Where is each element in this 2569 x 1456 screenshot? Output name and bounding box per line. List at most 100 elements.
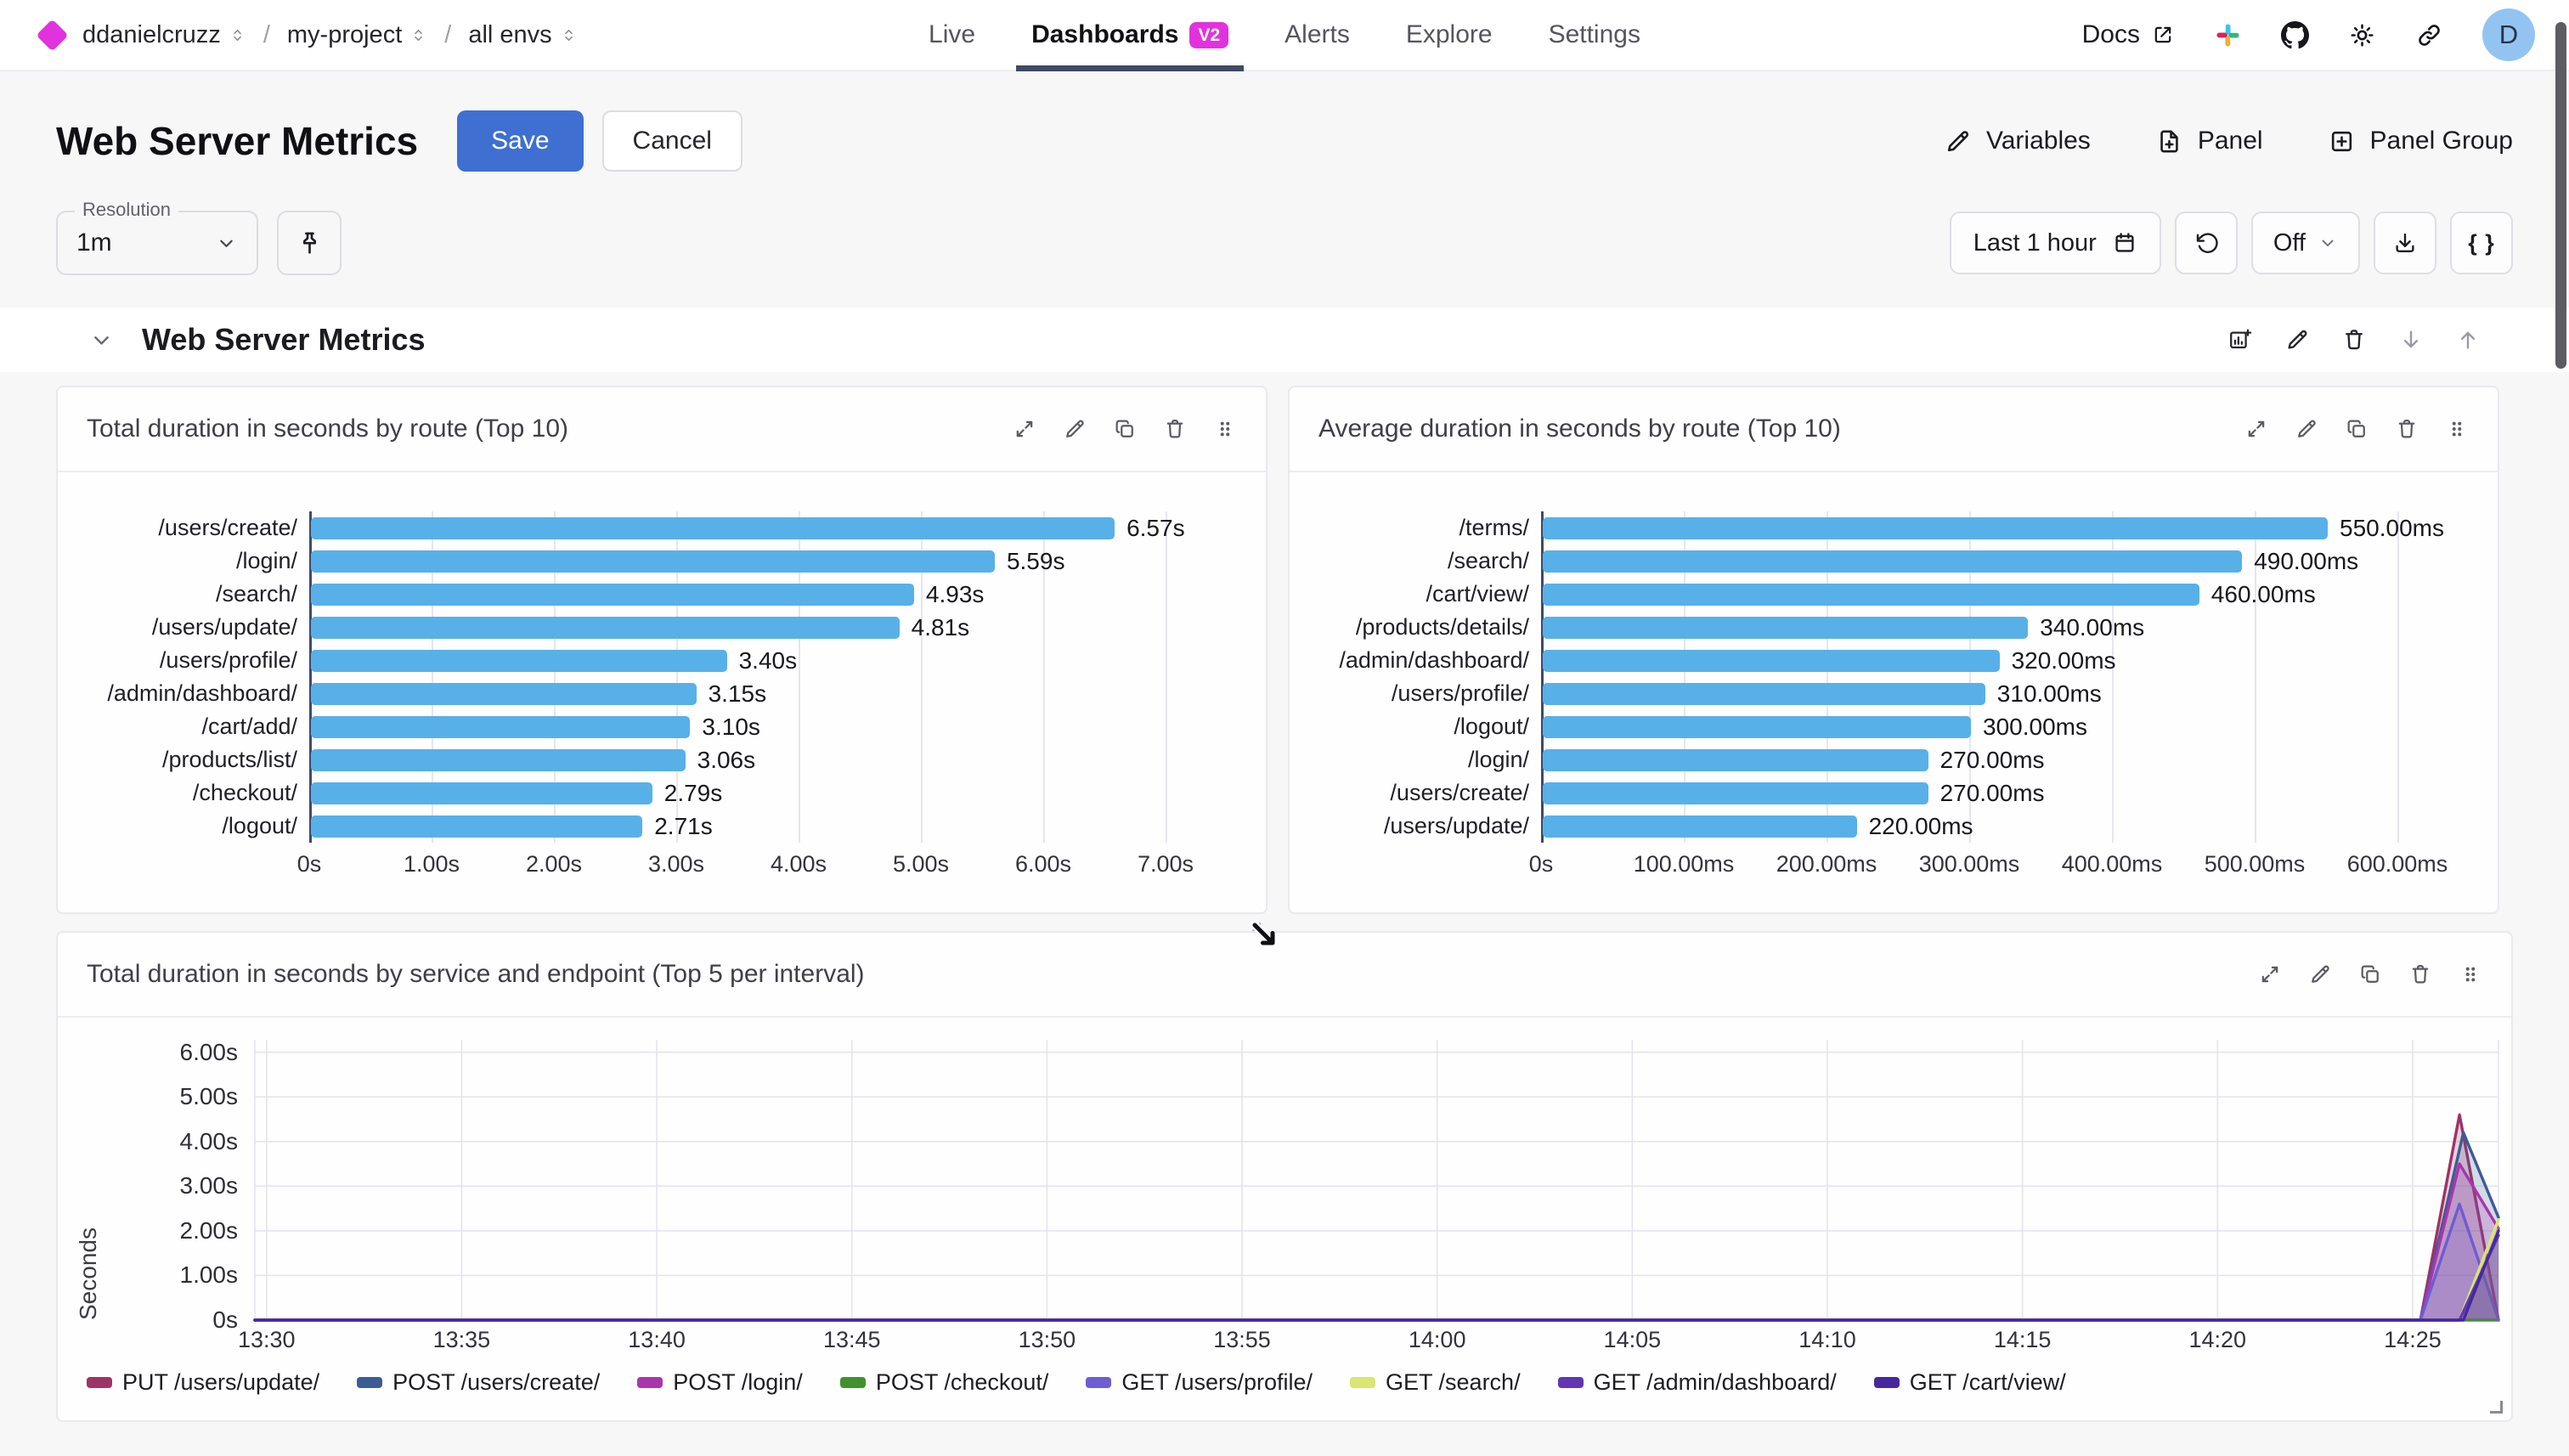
env-switcher[interactable]: all envs [468, 21, 577, 49]
edit-icon[interactable] [2284, 327, 2310, 353]
tab-dashboards[interactable]: Dashboards V2 [1016, 0, 1245, 71]
x-tick-label: 13:35 [432, 1327, 491, 1352]
delete-icon[interactable] [2341, 327, 2367, 353]
legend-item[interactable]: POST /checkout/ [839, 1369, 1048, 1396]
pin-button[interactable] [277, 211, 342, 275]
github-icon[interactable] [2281, 20, 2309, 49]
bar-row: /users/update/4.81s [152, 611, 1166, 644]
bar-plot-area: /terms/550.00ms/search/490.00ms/cart/vie… [1339, 511, 2444, 843]
panel-group-label: Panel Group [2369, 127, 2513, 155]
bar[interactable] [1543, 815, 1857, 838]
legend-item[interactable]: POST /login/ [637, 1369, 803, 1396]
add-panel-group-button[interactable]: Panel Group [2328, 127, 2513, 155]
bar[interactable] [311, 584, 914, 606]
value-label: 310.00ms [1996, 680, 2102, 707]
bar[interactable] [1543, 550, 2243, 573]
tab-live[interactable]: Live [929, 20, 976, 48]
bar[interactable] [1543, 683, 1985, 705]
bar[interactable] [311, 517, 1115, 539]
tab-explore[interactable]: Explore [1405, 20, 1493, 48]
bar[interactable] [1543, 617, 2029, 639]
legend-item[interactable]: GET /admin/dashboard/ [1557, 1369, 1837, 1396]
bar-row: /admin/dashboard/3.15s [107, 677, 1166, 710]
bar[interactable] [311, 683, 697, 705]
cancel-button[interactable]: Cancel [601, 110, 742, 172]
delete-icon[interactable] [1163, 417, 1187, 441]
delete-icon[interactable] [2395, 417, 2419, 441]
bar-plot-area: /users/create/6.57s/login/5.59s/search/4… [107, 511, 1185, 843]
legend-item[interactable]: PUT /users/update/ [87, 1369, 319, 1396]
edit-icon[interactable] [2308, 962, 2332, 986]
timeseries-svg[interactable] [253, 1040, 2500, 1322]
edit-icon[interactable] [2295, 417, 2318, 441]
user-avatar[interactable]: D [2482, 8, 2535, 61]
expand-icon[interactable] [2244, 417, 2268, 441]
drag-handle-icon[interactable] [2459, 962, 2482, 986]
auto-refresh-select[interactable]: Off [2250, 212, 2360, 274]
tab-settings[interactable]: Settings [1548, 20, 1640, 48]
bar[interactable] [1543, 782, 1928, 804]
delete-icon[interactable] [2408, 962, 2432, 986]
panel-resize-handle[interactable] [2490, 1401, 2503, 1414]
time-range-button[interactable]: Last 1 hour [1949, 212, 2161, 274]
save-button[interactable]: Save [457, 110, 584, 172]
legend-item[interactable]: POST /users/create/ [357, 1369, 600, 1396]
move-down-icon[interactable] [2398, 327, 2424, 353]
x-tick-label: 0s [1528, 851, 1554, 877]
bar[interactable] [311, 782, 652, 804]
legend-item[interactable]: GET /cart/view/ [1873, 1369, 2066, 1396]
variables-button[interactable]: Variables [1944, 127, 2091, 155]
move-up-icon[interactable] [2455, 327, 2481, 353]
org-switcher[interactable]: ddanielcruzz [82, 21, 246, 49]
slack-icon[interactable] [2214, 21, 2242, 49]
bar[interactable] [1543, 749, 1928, 771]
bar-row: /checkout/2.79s [193, 776, 1166, 810]
json-view-button[interactable]: { } [2450, 212, 2513, 274]
legend-item[interactable]: GET /users/profile/ [1086, 1369, 1313, 1396]
bar[interactable] [311, 617, 900, 639]
bar[interactable] [311, 815, 643, 838]
project-switcher[interactable]: my-project [287, 21, 427, 49]
tab-alerts[interactable]: Alerts [1284, 20, 1350, 48]
gridline [2397, 511, 2399, 843]
bar[interactable] [311, 650, 727, 672]
x-tick-label: 13:50 [1018, 1327, 1076, 1352]
bar[interactable] [311, 716, 691, 738]
share-link-icon[interactable] [2415, 21, 2443, 49]
add-chart-icon[interactable] [2227, 327, 2253, 353]
x-tick-label: 600.00ms [2346, 851, 2448, 877]
resolution-select[interactable]: Resolution 1m [56, 199, 258, 275]
edit-icon[interactable] [1063, 417, 1087, 441]
drag-handle-icon[interactable] [1213, 417, 1237, 441]
x-tick-label: 7.00s [1137, 851, 1194, 877]
v2-badge: V2 [1189, 21, 1229, 48]
bar-row: /products/list/3.06s [162, 743, 1166, 776]
bar[interactable] [311, 550, 995, 573]
category-label: /login/ [235, 548, 297, 573]
expand-icon[interactable] [2258, 962, 2282, 986]
duplicate-icon[interactable] [2345, 417, 2369, 441]
panel-total-duration-by-route: Total duration in seconds by route (Top … [56, 386, 1268, 914]
theme-toggle-icon[interactable] [2348, 21, 2376, 49]
bar[interactable] [1543, 650, 2000, 672]
bar[interactable] [1543, 716, 1971, 738]
category-label: /logout/ [1454, 714, 1529, 739]
legend-item[interactable]: GET /search/ [1350, 1369, 1521, 1396]
docs-link[interactable]: Docs [2082, 20, 2175, 49]
expand-icon[interactable] [1013, 417, 1036, 441]
bar[interactable] [311, 749, 686, 771]
chevron-down-icon [215, 232, 238, 255]
panels-area: Total duration in seconds by route (Top … [0, 372, 2569, 1422]
duplicate-icon[interactable] [2358, 962, 2382, 986]
bar[interactable] [1543, 584, 2199, 606]
bar[interactable] [1543, 517, 2328, 539]
breadcrumb: ddanielcruzz / my-project / all envs [34, 18, 578, 52]
page-scrollbar[interactable] [2555, 22, 2566, 369]
app-logo-icon[interactable] [36, 18, 69, 52]
export-button[interactable] [2374, 212, 2436, 274]
add-panel-button[interactable]: Panel [2155, 127, 2263, 155]
duplicate-icon[interactable] [1113, 417, 1137, 441]
refresh-button[interactable] [2174, 212, 2238, 274]
collapse-chevron-icon[interactable] [88, 327, 115, 353]
drag-handle-icon[interactable] [2445, 417, 2469, 441]
